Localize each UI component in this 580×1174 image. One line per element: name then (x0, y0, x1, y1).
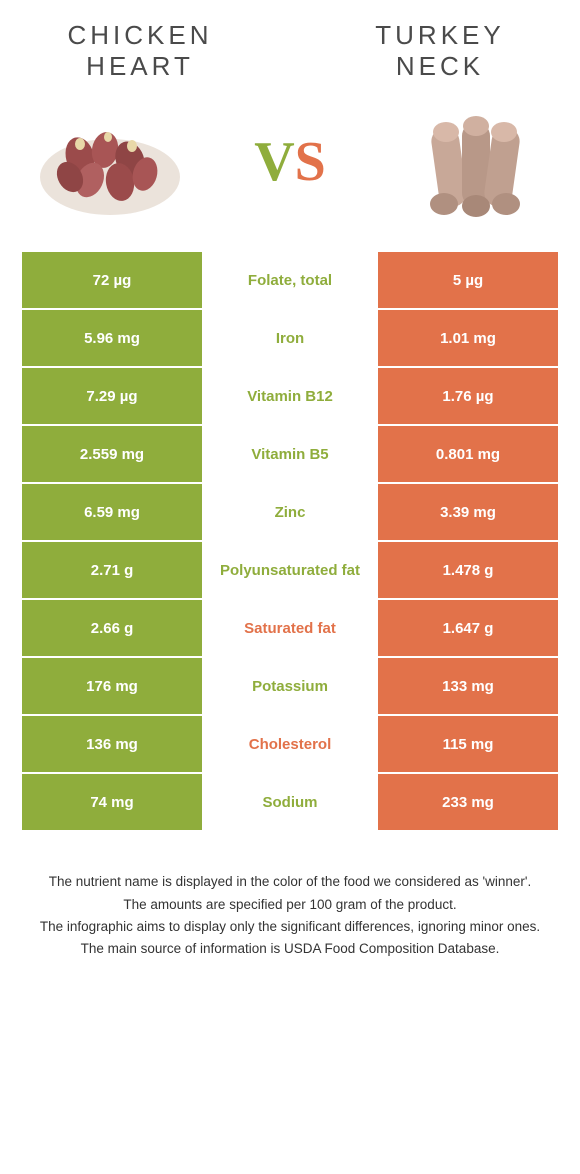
right-value: 3.39 mg (378, 484, 558, 540)
table-row: 72 µgFolate, total5 µg (22, 252, 558, 308)
table-row: 74 mgSodium233 mg (22, 774, 558, 830)
left-value: 2.559 mg (22, 426, 202, 482)
nutrient-label: Iron (202, 310, 378, 366)
left-value: 7.29 µg (22, 368, 202, 424)
left-value: 5.96 mg (22, 310, 202, 366)
title-left: CHICKEN HEART (40, 20, 240, 82)
table-row: 2.71 gPolyunsaturated fat1.478 g (22, 542, 558, 598)
images-row: VS (0, 82, 580, 252)
table-row: 6.59 mgZinc3.39 mg (22, 484, 558, 540)
left-value: 2.71 g (22, 542, 202, 598)
table-row: 5.96 mgIron1.01 mg (22, 310, 558, 366)
left-value: 136 mg (22, 716, 202, 772)
footer-line1: The nutrient name is displayed in the co… (30, 872, 550, 892)
title-left-line1: CHICKEN (40, 20, 240, 51)
nutrient-label: Zinc (202, 484, 378, 540)
right-value: 1.01 mg (378, 310, 558, 366)
table-row: 2.559 mgVitamin B50.801 mg (22, 426, 558, 482)
nutrient-label: Sodium (202, 774, 378, 830)
nutrient-label: Saturated fat (202, 600, 378, 656)
table-row: 2.66 gSaturated fat1.647 g (22, 600, 558, 656)
header: CHICKEN HEART TURKEY NECK (0, 0, 580, 82)
left-value: 176 mg (22, 658, 202, 714)
table-row: 7.29 µgVitamin B121.76 µg (22, 368, 558, 424)
left-value: 6.59 mg (22, 484, 202, 540)
footer-line4: The main source of information is USDA F… (30, 939, 550, 959)
turkey-neck-image (390, 102, 550, 222)
left-value: 2.66 g (22, 600, 202, 656)
right-value: 1.478 g (378, 542, 558, 598)
table-row: 136 mgCholesterol115 mg (22, 716, 558, 772)
right-value: 233 mg (378, 774, 558, 830)
nutrient-label: Potassium (202, 658, 378, 714)
vs-label: VS (254, 130, 326, 194)
title-right-line1: TURKEY (340, 20, 540, 51)
title-right: TURKEY NECK (340, 20, 540, 82)
right-value: 5 µg (378, 252, 558, 308)
footer-line3: The infographic aims to display only the… (30, 917, 550, 937)
title-left-line2: HEART (40, 51, 240, 82)
nutrient-label: Polyunsaturated fat (202, 542, 378, 598)
footer-line2: The amounts are specified per 100 gram o… (30, 895, 550, 915)
title-right-line2: NECK (340, 51, 540, 82)
right-value: 1.76 µg (378, 368, 558, 424)
vs-v: V (254, 131, 294, 193)
right-value: 1.647 g (378, 600, 558, 656)
right-value: 115 mg (378, 716, 558, 772)
nutrient-label: Cholesterol (202, 716, 378, 772)
comparison-table: 72 µgFolate, total5 µg5.96 mgIron1.01 mg… (0, 252, 580, 830)
right-value: 133 mg (378, 658, 558, 714)
table-row: 176 mgPotassium133 mg (22, 658, 558, 714)
footer: The nutrient name is displayed in the co… (0, 832, 580, 959)
right-value: 0.801 mg (378, 426, 558, 482)
left-value: 72 µg (22, 252, 202, 308)
left-value: 74 mg (22, 774, 202, 830)
nutrient-label: Vitamin B5 (202, 426, 378, 482)
nutrient-label: Vitamin B12 (202, 368, 378, 424)
nutrient-label: Folate, total (202, 252, 378, 308)
chicken-heart-image (30, 102, 190, 222)
vs-s: S (295, 131, 326, 193)
